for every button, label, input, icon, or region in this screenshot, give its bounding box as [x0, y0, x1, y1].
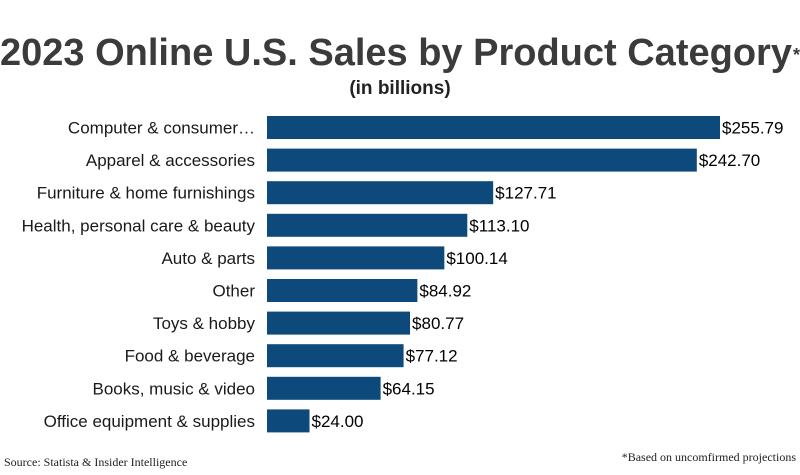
bar-auto-parts: [267, 246, 445, 270]
bar-food-beverage: [267, 344, 404, 368]
value-label-office-equipment-supplies: $24.00: [312, 412, 364, 431]
value-label-computer-consumer: $255.79: [722, 119, 783, 138]
bar-office-equipment-supplies: [267, 409, 310, 433]
value-label-other: $84.92: [419, 282, 471, 301]
bar-health-personal-care-beauty: [267, 213, 468, 237]
footnote: *Based on uncomfirmed projections: [621, 450, 796, 464]
chart-title-text: 2023 Online U.S. Sales by Product Catego…: [0, 32, 792, 74]
category-label-health-personal-care-beauty: Health, personal care & beauty: [22, 216, 256, 235]
category-label-computer-consumer: Computer & consumer…: [68, 119, 255, 138]
value-label-apparel-accessories: $242.70: [699, 151, 760, 170]
category-label-other: Other: [212, 282, 255, 301]
category-label-food-beverage: Food & beverage: [125, 347, 255, 366]
category-label-toys-hobby: Toys & hobby: [153, 314, 256, 333]
category-label-office-equipment-supplies: Office equipment & supplies: [44, 412, 255, 431]
bar-furniture-home-furnishings: [267, 181, 494, 205]
value-label-auto-parts: $100.14: [446, 249, 507, 268]
value-label-furniture-home-furnishings: $127.71: [495, 184, 556, 203]
value-label-food-beverage: $77.12: [406, 347, 458, 366]
bar-apparel-accessories: [267, 148, 697, 172]
chart-title: 2023 Online U.S. Sales by Product Catego…: [0, 30, 800, 76]
source-note: Source: Statista & Insider Intelligence: [4, 455, 188, 469]
title-asterisk: *: [792, 45, 800, 65]
chart-subtitle: (in billions): [349, 78, 451, 99]
category-label-furniture-home-furnishings: Furniture & home furnishings: [37, 184, 255, 203]
bar-books-music-video: [267, 376, 381, 400]
value-label-health-personal-care-beauty: $113.10: [469, 216, 529, 235]
bar-other: [267, 279, 418, 302]
category-label-apparel-accessories: Apparel & accessories: [86, 151, 255, 170]
category-label-books-music-video: Books, music & video: [92, 379, 255, 398]
value-label-books-music-video: $64.15: [383, 379, 435, 398]
bar-toys-hobby: [267, 311, 411, 335]
bar-computer-consumer: [267, 116, 720, 139]
category-label-auto-parts: Auto & parts: [161, 249, 255, 268]
value-label-toys-hobby: $80.77: [412, 314, 464, 333]
